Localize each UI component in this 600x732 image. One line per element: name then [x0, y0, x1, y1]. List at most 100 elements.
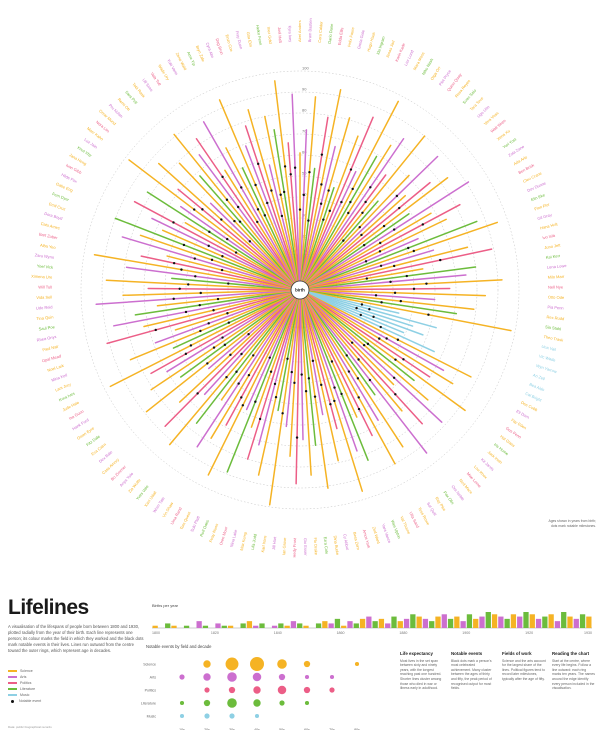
event-dot: [421, 223, 425, 226]
legend-swatch: [8, 676, 17, 678]
legend-item-politics: Politics: [8, 680, 78, 686]
lifeline: [301, 298, 339, 462]
event-dot: [282, 190, 286, 194]
lifelines: [93, 80, 512, 506]
timeline-tick-label: 1840: [274, 631, 282, 635]
event-dot: [392, 376, 396, 379]
event-dot: [322, 218, 325, 221]
event-dot: [333, 399, 336, 403]
person-name-label: Greta Gale: [356, 29, 366, 50]
event-dot: [172, 261, 176, 265]
person-name-label: Cy Abbot: [342, 533, 350, 551]
person-name-label: Paul Nair: [42, 344, 60, 353]
event-dot: [389, 280, 392, 284]
event-dot: [313, 395, 317, 398]
lifeline: [303, 297, 373, 437]
ring-label: 80: [302, 108, 307, 113]
event-dot: [427, 313, 430, 316]
event-dot: [307, 377, 311, 380]
lifeline: [304, 174, 387, 284]
lifeline: [303, 296, 379, 421]
lifeline: [210, 296, 297, 439]
timeline-bar: [542, 616, 548, 628]
event-dot: [368, 308, 371, 311]
lifeline: [304, 296, 376, 396]
event-dot-icon: [11, 699, 14, 703]
lifeline: [305, 295, 423, 425]
person-name-label: Flo Drake: [313, 537, 319, 555]
person-name-label: Amos York: [362, 529, 372, 549]
event-dot: [212, 346, 216, 349]
event-dot: [360, 303, 364, 306]
person-name-label: Opal Mead: [41, 353, 61, 363]
matrix-bubble: [277, 685, 287, 695]
person-name-label: Lars Jory: [54, 382, 71, 393]
person-name-label: Hana Holt: [540, 221, 559, 230]
person-name-label: Abel Anders: [297, 20, 302, 42]
event-dot: [238, 220, 242, 223]
event-dot: [407, 246, 410, 250]
person-name-label: Una Vail: [541, 344, 557, 352]
lifeline: [300, 298, 317, 446]
lifeline: [128, 159, 294, 286]
event-dot: [187, 283, 190, 286]
lifeline: [195, 137, 296, 284]
lifeline: [301, 117, 351, 283]
timeline-bar: [498, 616, 504, 628]
lifeline: [245, 145, 298, 283]
person-name-label: Ximena Ure: [31, 274, 53, 280]
person-name-label: Suki Platt: [189, 514, 201, 532]
lifeline: [302, 187, 335, 283]
lifeline: [184, 222, 293, 287]
matrix-bubble: [203, 673, 211, 681]
event-dot: [351, 187, 354, 191]
legend-swatch: [8, 694, 17, 696]
event-dot: [392, 264, 396, 268]
matrix-bubble: [329, 687, 335, 693]
matrix-col-label: 60s: [304, 728, 310, 730]
timeline-tick-label: 1860: [337, 631, 345, 635]
lifeline: [166, 255, 293, 289]
person-name-label: Gio Esser: [303, 538, 308, 556]
event-dot: [380, 301, 383, 304]
person-name-label: Bram Bastien: [307, 18, 313, 42]
timeline-bar: [523, 612, 529, 628]
timeline-bar: [579, 614, 586, 628]
person-name-label: Jill Hart: [271, 536, 277, 551]
legend-item-event: Notable event: [8, 698, 78, 704]
timeline-bar: [535, 618, 542, 628]
timeline-bar: [586, 616, 592, 628]
timeline-bar: [479, 616, 485, 628]
person-name-label: Val Thorne: [399, 515, 412, 535]
lifeline: [304, 296, 404, 448]
event-dot: [319, 202, 323, 205]
person-name-label: Sol Quill: [426, 501, 438, 516]
matrix-bubble: [252, 672, 262, 682]
event-dot: [208, 230, 211, 234]
event-dot: [320, 153, 324, 156]
legend-swatch: [8, 688, 17, 690]
event-dot: [289, 173, 292, 176]
timeline-bar: [152, 625, 158, 628]
event-dot: [364, 200, 367, 204]
lifeline: [246, 297, 299, 460]
person-name-label: Frey Dunn: [235, 30, 244, 49]
timeline-title: Births per year: [152, 603, 179, 608]
lifeline: [308, 289, 487, 297]
corner-note: Ages shown in years from birth; dots mar…: [548, 519, 597, 528]
event-dot: [342, 239, 345, 242]
lifeline: [285, 298, 300, 428]
timeline-bar: [328, 623, 334, 628]
event-dot: [283, 165, 287, 168]
event-dot: [235, 370, 238, 373]
event-dot: [256, 220, 259, 224]
person-name-label: Ada Arlo: [512, 154, 528, 166]
age-ring: [164, 154, 436, 426]
event-dot: [378, 337, 381, 340]
event-dot: [359, 313, 362, 317]
lifeline: [307, 292, 424, 336]
person-name-label: Cyra Alm: [205, 42, 216, 60]
timeline-bar: [372, 621, 378, 628]
timeline-bar: [290, 621, 297, 628]
lifeline: [306, 213, 410, 286]
